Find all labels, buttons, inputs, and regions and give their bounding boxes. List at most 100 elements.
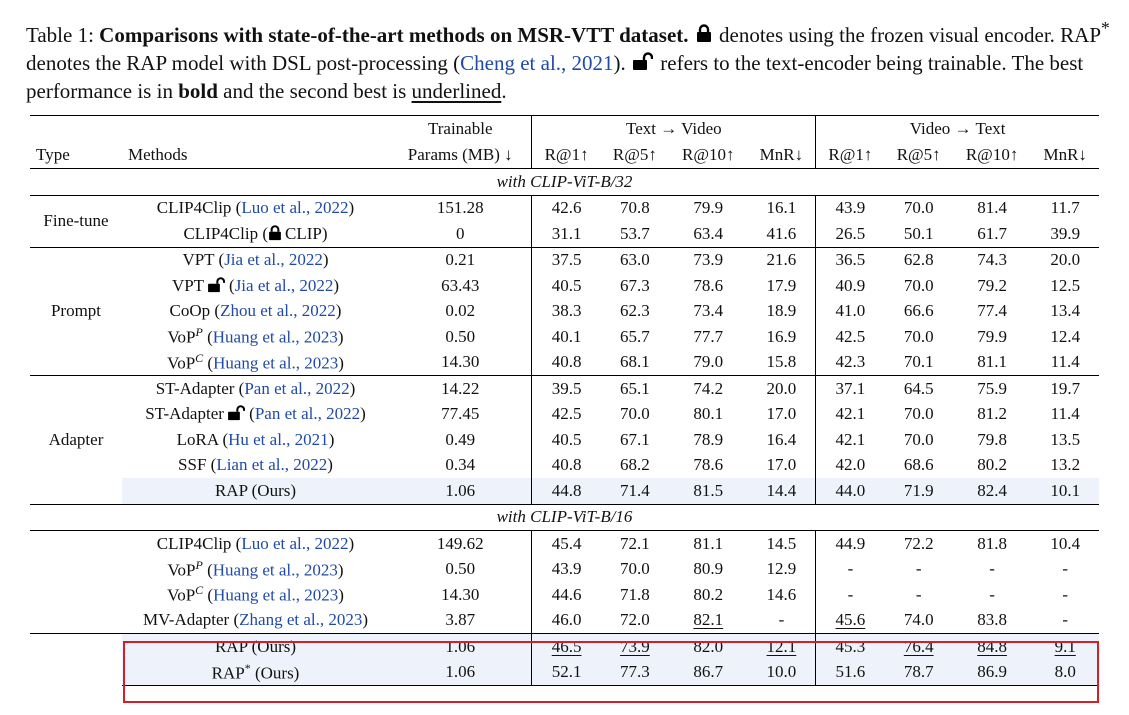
method-citation[interactable]: Pan et al., 2022 (254, 404, 361, 424)
metric-cell: 71.4 (600, 478, 669, 504)
method-citation[interactable]: Luo et al., 2022 (241, 533, 349, 553)
lock-open-icon (208, 276, 226, 295)
metric-cell: 10.0 (747, 659, 816, 686)
method-paren: ( (214, 301, 221, 321)
method-suffix: ) (348, 533, 355, 553)
type-cell: Fine-tune (30, 194, 122, 247)
metric-cell: 10.1 (1031, 478, 1099, 504)
metric-cell: 83.8 (977, 610, 1007, 630)
metric-cell: 17.0 (766, 455, 797, 475)
caption-citation[interactable]: Cheng et al., 2021 (460, 51, 614, 75)
method-suffix: ) (337, 560, 344, 580)
methods-header: Methods (122, 142, 389, 169)
metric-cell: 15.8 (766, 352, 797, 372)
method-citation[interactable]: Huang et al., 2023 (213, 353, 339, 373)
metric-cell: 13.2 (1050, 455, 1081, 475)
table-row: RAP (Ours) 1.06 46.5 73.9 82.0 12.1 45.3 76.4 84… (30, 633, 1099, 686)
method-citation[interactable]: Zhang et al., 2023 (239, 610, 363, 630)
metric-cell: 42.0 (815, 452, 885, 478)
t2v-header: Text → Video (531, 115, 816, 142)
params-cell: 63.43 (441, 275, 480, 295)
metric-cell: 68.2 (620, 455, 650, 475)
method-name: RAP (211, 663, 245, 683)
method-citation[interactable]: Lian et al., 2022 (216, 455, 328, 475)
method-citation[interactable]: Jia et al., 2022 (234, 275, 334, 295)
method-name: CoOp (169, 301, 211, 321)
metric-cell: 74.3 (952, 246, 1032, 273)
table-row: LoRA (Hu et al., 2021) 0.49 40.5 67.1 78.9 16… (30, 427, 1099, 453)
caption-text-3: ). (613, 51, 626, 75)
metric-cell: 72.0 (620, 610, 650, 630)
metric-cell: - (1062, 584, 1069, 604)
table-row: VPT (Jia et al., 2022) 63.43 40.5 67.3 78.6 1… (30, 273, 1099, 299)
method-citation[interactable]: Huang et al., 2023 (213, 586, 339, 606)
method-cell: VPT (Jia et al., 2022) (122, 246, 389, 273)
method-suffix: ) (348, 198, 355, 218)
caption-text-1: denotes using the frozen visual encoder.… (713, 23, 1102, 47)
metric-cell: 20.0 (1031, 246, 1099, 273)
metric-cell: 75.9 (952, 375, 1032, 402)
metric-cell: 71.8 (620, 584, 650, 604)
method-citation[interactable]: Pan et al., 2022 (244, 378, 350, 398)
table-row: Adapter ST-Adapter (Pan et al., 2022) 14.2… (30, 375, 1099, 504)
metric-cell: 12.4 (1050, 326, 1081, 346)
metric-cell: 10.4 (1031, 530, 1099, 557)
results-table: Trainable Text → Video Video → Text Type… (30, 115, 1099, 686)
table-row: RAP* (Ours) 1.06 52.1 77.3 86.7 10.0 51.6 78.7 8… (30, 659, 1099, 686)
caption-text-2: denotes the RAP model with DSL post-proc… (26, 51, 461, 75)
metric-cell: 72.1 (600, 530, 669, 557)
metric-cell: 16.4 (766, 429, 797, 449)
method-citation[interactable]: Luo et al., 2022 (241, 198, 349, 218)
params-cell: 14.30 (441, 352, 480, 372)
params-cell: 14.30 (441, 584, 480, 604)
method-paren: ( (210, 455, 217, 475)
method-cell: CLIP4Clip (Luo et al., 2022) (122, 194, 389, 221)
table-row: Fine-tune CLIP4Clip (Luo et al., 2022) 151… (30, 194, 1099, 247)
metric-cell: 73.4 (693, 301, 724, 321)
caption-text-6: . (501, 79, 507, 103)
method-suffix: ) (337, 328, 344, 348)
params-cell: 0.02 (445, 301, 476, 321)
table-row: VoPP (Huang et al., 2023) 0.50 43.9 70.0 80.… (30, 556, 1099, 582)
metric-cell: 11.4 (1050, 352, 1080, 372)
metric-cell: - (1062, 610, 1069, 630)
metric-cell: 61.7 (977, 223, 1007, 243)
method-citation[interactable]: Zhou et al., 2022 (220, 301, 336, 321)
metric-cell: 78.9 (693, 429, 724, 449)
metric-cell: 68.6 (903, 455, 934, 475)
method-citation[interactable]: Hu et al., 2021 (228, 429, 329, 449)
metric-cell: 80.9 (693, 559, 724, 579)
metric-cell: 12.5 (1050, 275, 1081, 295)
method-suffix: ) (338, 586, 344, 606)
metric-cell: 80.2 (977, 455, 1007, 475)
method-cell: VoPC (Huang et al., 2023) (122, 582, 389, 608)
metric-cell: 14.5 (747, 530, 816, 557)
metric-cell: 26.5 (815, 221, 885, 247)
metric-cell: 42.5 (531, 401, 601, 427)
type-cell: Adapter (30, 375, 122, 504)
method-suffix: ) (327, 455, 333, 475)
metric-cell: 38.3 (531, 298, 601, 324)
metric-cell: 86.7 (668, 659, 748, 686)
method-citation[interactable]: Jia et al., 2022 (224, 250, 323, 270)
params-cell: 0.21 (389, 246, 532, 273)
metric-cell: 71.9 (884, 478, 953, 504)
method-paren: ( (218, 250, 225, 270)
metric-cell: 80.2 (693, 584, 724, 604)
method-paren: ( (207, 328, 213, 348)
metric-cell: - (1062, 559, 1069, 579)
metric-cell: 12.1 (747, 633, 816, 660)
method-paren: ( (229, 275, 235, 295)
header-row-1: Trainable Text → Video Video → Text (30, 115, 1099, 142)
params-cell: 149.62 (389, 530, 532, 557)
metric-header: R@10↑ (668, 142, 748, 169)
method-suffix: ) (362, 610, 369, 630)
method-citation[interactable]: Huang et al., 2023 (212, 560, 338, 580)
params-cell: 0.34 (445, 455, 476, 475)
lock-closed-icon (696, 24, 711, 42)
table-row: CoOp (Zhou et al., 2022) 0.02 38.3 62.3 73.4… (30, 298, 1099, 324)
metric-cell: 81.5 (668, 478, 748, 504)
method-citation[interactable]: Huang et al., 2023 (212, 328, 338, 348)
metric-cell: 14.6 (766, 584, 797, 604)
metric-cell: 70.0 (903, 326, 934, 346)
